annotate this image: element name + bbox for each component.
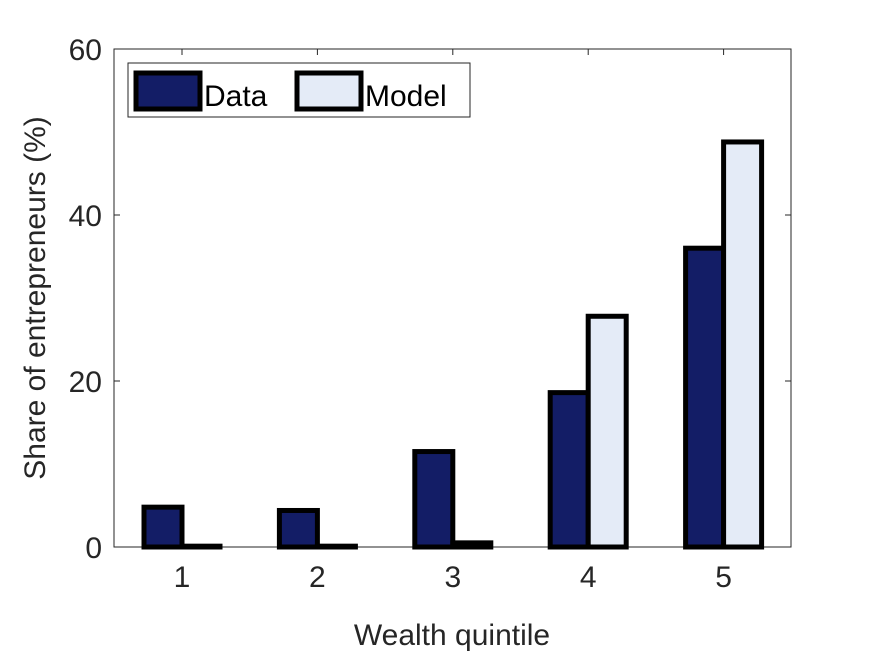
y-axis-ticks: 0 20 40 60 [69,34,791,565]
legend-swatch-data [133,70,203,112]
bar-model-5 [721,139,765,550]
legend-swatch-model [294,70,364,112]
bar-data-1 [141,504,185,550]
y-tick-label: 0 [85,532,102,565]
x-tick-label: 1 [174,561,191,594]
y-tick-label: 20 [69,366,102,399]
bar-data-3 [412,449,456,550]
x-tick-label: 3 [444,561,461,594]
x-tick-label: 2 [309,561,326,594]
bar-data-4 [547,390,591,550]
y-axis-label: Share of entrepreneurs (%) [19,116,52,480]
bar-model-1 [179,543,223,550]
x-axis-label: Wealth quintile [354,619,550,652]
bar-data-5 [683,245,727,550]
y-tick-label: 40 [69,200,102,233]
x-axis-ticks: 1 2 3 4 5 [174,49,732,594]
legend-label-data: Data [204,80,268,113]
legend: Data Model [127,62,471,118]
x-tick-label: 5 [715,561,732,594]
y-tick-label: 60 [69,34,102,67]
bars [141,139,765,550]
bar-model-2 [314,543,358,550]
legend-label-model: Model [365,80,447,113]
bar-model-3 [450,540,494,550]
bar-model-4 [585,313,629,550]
bar-data-2 [276,507,320,550]
x-tick-label: 4 [580,561,597,594]
